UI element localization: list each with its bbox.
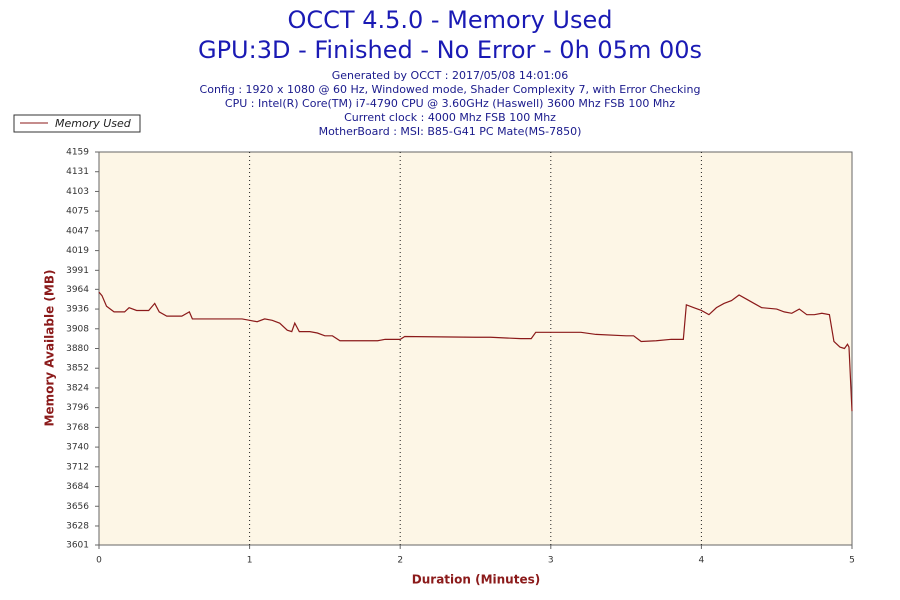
y-tick-label: 3880 bbox=[66, 344, 89, 354]
x-tick-label: 1 bbox=[247, 556, 253, 566]
y-tick-label: 3852 bbox=[66, 364, 89, 374]
y-tick-label: 3628 bbox=[66, 521, 89, 531]
legend: Memory Used bbox=[13, 114, 141, 133]
chart-subtitle: GPU:3D - Finished - No Error - 0h 05m 00… bbox=[198, 36, 702, 64]
y-tick-label: 4047 bbox=[66, 226, 89, 236]
y-tick-label: 3936 bbox=[66, 305, 89, 315]
y-tick-label: 3601 bbox=[66, 541, 89, 551]
chart-title: OCCT 4.5.0 - Memory Used bbox=[288, 6, 613, 34]
y-tick-label: 3908 bbox=[66, 324, 89, 334]
data-line bbox=[98, 291, 853, 412]
plot-area bbox=[98, 151, 853, 546]
note: CPU : Intel(R) Core(TM) i7-4790 CPU @ 3.… bbox=[225, 97, 675, 110]
y-axis-label: Memory Available (MB) bbox=[43, 270, 57, 427]
x-tick-label: 3 bbox=[548, 556, 554, 566]
y-tick-label: 4075 bbox=[66, 207, 89, 217]
y-tick-label: 3768 bbox=[66, 423, 89, 433]
y-tick-label: 3796 bbox=[66, 403, 89, 413]
y-tick-label: 3684 bbox=[66, 482, 89, 492]
y-tick-label: 4103 bbox=[66, 187, 89, 197]
x-tick-label: 5 bbox=[849, 556, 855, 566]
legend-label: Memory Used bbox=[55, 117, 132, 130]
notes: Generated by OCCT : 2017/05/08 14:01:06C… bbox=[200, 69, 701, 138]
y-tick-label: 3964 bbox=[66, 285, 89, 295]
note: Config : 1920 x 1080 @ 60 Hz, Windowed m… bbox=[200, 83, 701, 96]
note: Generated by OCCT : 2017/05/08 14:01:06 bbox=[332, 69, 569, 82]
x-tick-label: 0 bbox=[96, 556, 102, 566]
y-tick-label: 4159 bbox=[66, 148, 89, 158]
x-axis-label: Duration (Minutes) bbox=[412, 573, 540, 587]
y-tick-label: 3824 bbox=[66, 383, 89, 393]
note: Current clock : 4000 Mhz FSB 100 Mhz bbox=[344, 111, 556, 124]
y-tick-label: 4019 bbox=[66, 246, 89, 256]
x-tick-label: 2 bbox=[397, 556, 403, 566]
y-tick-label: 3740 bbox=[66, 443, 89, 453]
y-tick-label: 3656 bbox=[66, 502, 89, 512]
y-tick-label: 4131 bbox=[66, 167, 89, 177]
note: MotherBoard : MSI: B85-G41 PC Mate(MS-78… bbox=[319, 125, 582, 138]
y-tick-label: 3991 bbox=[66, 266, 89, 276]
legend-box bbox=[13, 114, 141, 133]
y-tick-label: 3712 bbox=[66, 462, 89, 472]
x-tick-label: 4 bbox=[699, 556, 705, 566]
